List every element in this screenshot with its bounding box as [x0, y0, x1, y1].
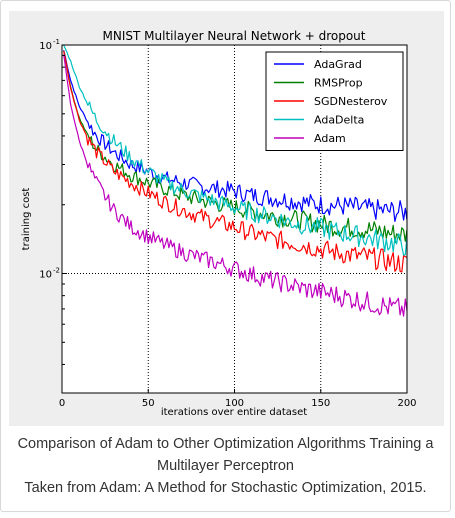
legend-label: RMSProp	[314, 77, 363, 90]
x-tick-label: 0	[59, 398, 65, 409]
x-axis-label: iterations over entire dataset	[161, 407, 307, 418]
y-tick-label: 10	[39, 270, 52, 281]
y-tick-exponent: -2	[53, 267, 60, 275]
legend-label: Adam	[314, 132, 346, 145]
series-line-sgdnesterov	[63, 50, 407, 273]
series-line-rmsprop	[63, 50, 407, 244]
x-tick-label: 100	[225, 398, 244, 409]
caption-line-2: Multilayer Perceptron	[157, 458, 294, 474]
series-line-adadelta	[63, 45, 407, 256]
figure-card: 0 50 100 150 200 10 -1 10 -2 MNIST Multilayer Ne…	[0, 0, 451, 512]
x-tick-label: 200	[397, 398, 416, 409]
figure-caption: Comparison of Adam to Other Optimization…	[1, 433, 450, 499]
caption-line-3: Taken from Adam: A Method for Stochastic…	[24, 480, 427, 496]
chart-title: MNIST Multilayer Neural Network + dropou…	[103, 29, 366, 43]
x-tick-label: 50	[142, 398, 155, 409]
x-tick-label: 150	[311, 398, 330, 409]
legend: AdaGrad RMSProp SGDNesterov AdaDelta Adam	[265, 51, 404, 151]
series-layer	[63, 45, 407, 317]
y-tick-exponent: -1	[53, 38, 60, 46]
legend-label: AdaDelta	[314, 114, 364, 127]
series-line-adam	[63, 54, 407, 317]
plot-panel: 0 50 100 150 200 10 -1 10 -2 MNIST Multilayer Ne…	[9, 11, 444, 426]
y-tick-label: 10	[39, 41, 52, 52]
caption-line-1: Comparison of Adam to Other Optimization…	[17, 436, 434, 452]
y-axis-label: training cost	[21, 188, 32, 251]
legend-label: AdaGrad	[314, 58, 362, 71]
series-line-adagrad	[63, 49, 407, 222]
legend-label: SGDNesterov	[314, 95, 388, 108]
